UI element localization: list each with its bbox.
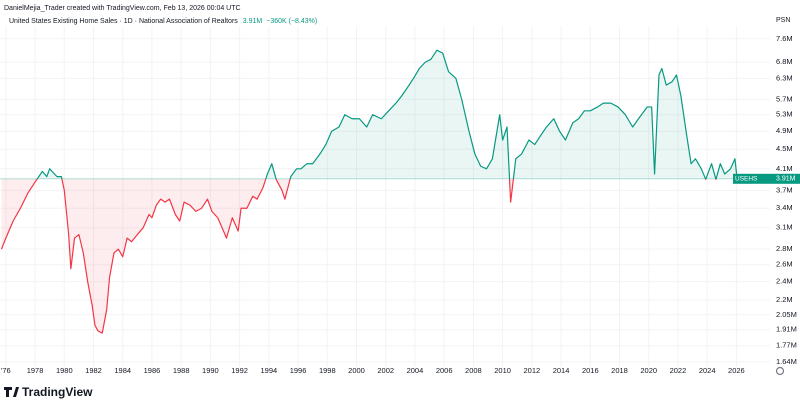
x-tick-label: 1996 xyxy=(290,366,307,375)
y-tick-label: 6.3M xyxy=(776,73,793,82)
area-fill xyxy=(1,50,738,334)
y-tick-label: 1.77M xyxy=(776,341,797,350)
brand: TradingView xyxy=(22,385,93,399)
x-tick-label: 2010 xyxy=(494,366,511,375)
x-tick-label: 1978 xyxy=(27,366,44,375)
x-tick-label: 1980 xyxy=(56,366,73,375)
x-tick-label: 2022 xyxy=(670,366,687,375)
settings-icon[interactable] xyxy=(775,366,785,376)
y-tick-label: 1.91M xyxy=(776,325,797,334)
x-tick-label: 1990 xyxy=(202,366,219,375)
x-tick-label: 2000 xyxy=(348,366,365,375)
price-tag xyxy=(733,173,800,184)
plot xyxy=(0,49,770,334)
x-tick-label: 2020 xyxy=(640,366,657,375)
x-tick-label: 1986 xyxy=(144,366,161,375)
x-tick-label: 1992 xyxy=(231,366,248,375)
y-tick-label: 3.7M xyxy=(776,185,793,194)
chart-title: United States Existing Home Sales · 1D ·… xyxy=(9,18,238,25)
x-tick-label: 2008 xyxy=(465,366,482,375)
axes: 7.6M 6.8M 6.3M 5.7M 5.3M 4.9M 4.5M 4.1M 3.7M 3.4M… xyxy=(1,34,800,375)
x-tick-label: 2006 xyxy=(436,366,453,375)
logo-mark xyxy=(4,387,19,397)
logo: TradingView xyxy=(4,385,93,399)
y-tick-label: 2.05M xyxy=(776,310,797,319)
y-tick-label: 4.1M xyxy=(776,164,793,173)
y-tick-label: 4.9M xyxy=(776,126,793,135)
series-line xyxy=(0,49,738,334)
x-tick-label: 2026 xyxy=(728,366,745,375)
y-tick-label: 5.3M xyxy=(776,110,793,119)
header-change: −360K (−8.43%) xyxy=(266,18,317,25)
price-tag-label: 3.91M xyxy=(776,176,796,183)
y-tick-label: 5.7M xyxy=(776,94,793,103)
header-price: 3.91M xyxy=(243,18,263,25)
x-tick-label: 1994 xyxy=(260,366,277,375)
y-tick-label: 2.6M xyxy=(776,260,793,269)
x-tick-label: 2004 xyxy=(407,366,424,375)
y-tick-label: 7.6M xyxy=(776,34,793,43)
y-tick-label: 3.4M xyxy=(776,203,793,212)
x-tick-label: 1998 xyxy=(319,366,336,375)
unit-label: PSN xyxy=(776,17,790,24)
x-tick-label: 2016 xyxy=(582,366,599,375)
x-tick-label: 2012 xyxy=(523,366,540,375)
x-tick-label: 2018 xyxy=(611,366,628,375)
x-tick-label: 2002 xyxy=(377,366,394,375)
x-tick-label: 1984 xyxy=(114,366,131,375)
y-tick-label: 2.4M xyxy=(776,277,793,286)
y-tick-label: 6.8M xyxy=(776,57,793,66)
x-tick-label: 1982 xyxy=(85,366,102,375)
x-tick-label: 2024 xyxy=(699,366,716,375)
y-tick-label: 3.1M xyxy=(776,223,793,232)
credit: DanielMejia_Trader created with TradingV… xyxy=(4,5,241,12)
x-tick-label: 1988 xyxy=(173,366,190,375)
x-tick-label: '76 xyxy=(1,366,11,375)
x-tick-label: 2014 xyxy=(553,366,570,375)
y-tick-label: 2.8M xyxy=(776,244,793,253)
symbol-tag: USEHS xyxy=(735,176,758,183)
y-tick-label: 4.5M xyxy=(776,144,793,153)
y-tick-label: 2.2M xyxy=(776,295,793,304)
y-tick-label: 1.64M xyxy=(776,357,797,366)
